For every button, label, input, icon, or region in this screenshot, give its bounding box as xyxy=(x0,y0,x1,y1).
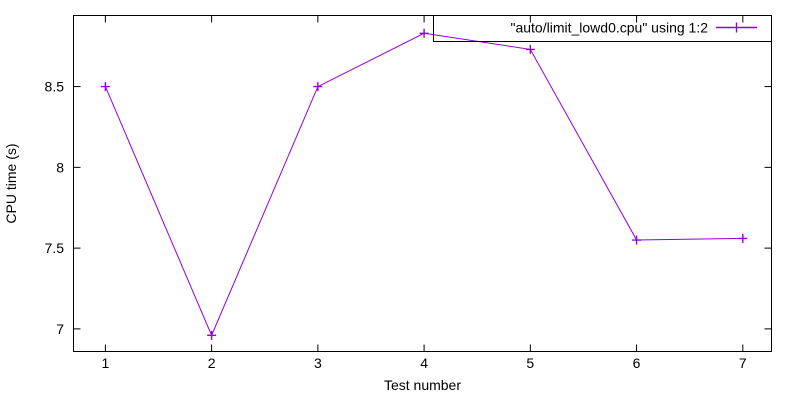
axis-ticks xyxy=(73,15,772,352)
plot-border xyxy=(73,15,772,352)
x-tick-label: 2 xyxy=(208,355,216,371)
x-tick-label: 6 xyxy=(633,355,641,371)
data-point-marker xyxy=(419,28,429,38)
x-tick-label: 4 xyxy=(420,355,428,371)
legend: "auto/limit_lowd0.cpu" using 1:2 xyxy=(433,15,772,42)
x-tick-label: 1 xyxy=(101,355,109,371)
tick-labels: 1 2 3 4 5 6 7 7 7.5 8 8.5 xyxy=(45,79,747,371)
y-tick-label: 7.5 xyxy=(45,240,65,256)
data-point-marker xyxy=(632,235,642,245)
x-axis-title: Test number xyxy=(384,377,461,393)
legend-label: "auto/limit_lowd0.cpu" using 1:2 xyxy=(511,20,709,36)
data-point-marker xyxy=(738,233,748,243)
y-tick-label: 8 xyxy=(56,159,64,175)
data-point-marker xyxy=(313,82,323,92)
y-tick-label: 7 xyxy=(56,321,64,337)
series-line xyxy=(104,32,743,337)
legend-sample-line xyxy=(716,22,757,33)
legend-box xyxy=(433,15,772,42)
y-tick-label: 8.5 xyxy=(45,79,65,95)
data-series xyxy=(100,28,748,340)
y-axis-title: CPU time (s) xyxy=(3,143,19,223)
x-tick-label: 7 xyxy=(739,355,747,371)
x-tick-label: 5 xyxy=(526,355,534,371)
data-point-marker xyxy=(525,44,535,54)
x-tick-label: 3 xyxy=(314,355,322,371)
data-point-marker xyxy=(207,330,217,340)
data-point-marker xyxy=(100,82,110,92)
